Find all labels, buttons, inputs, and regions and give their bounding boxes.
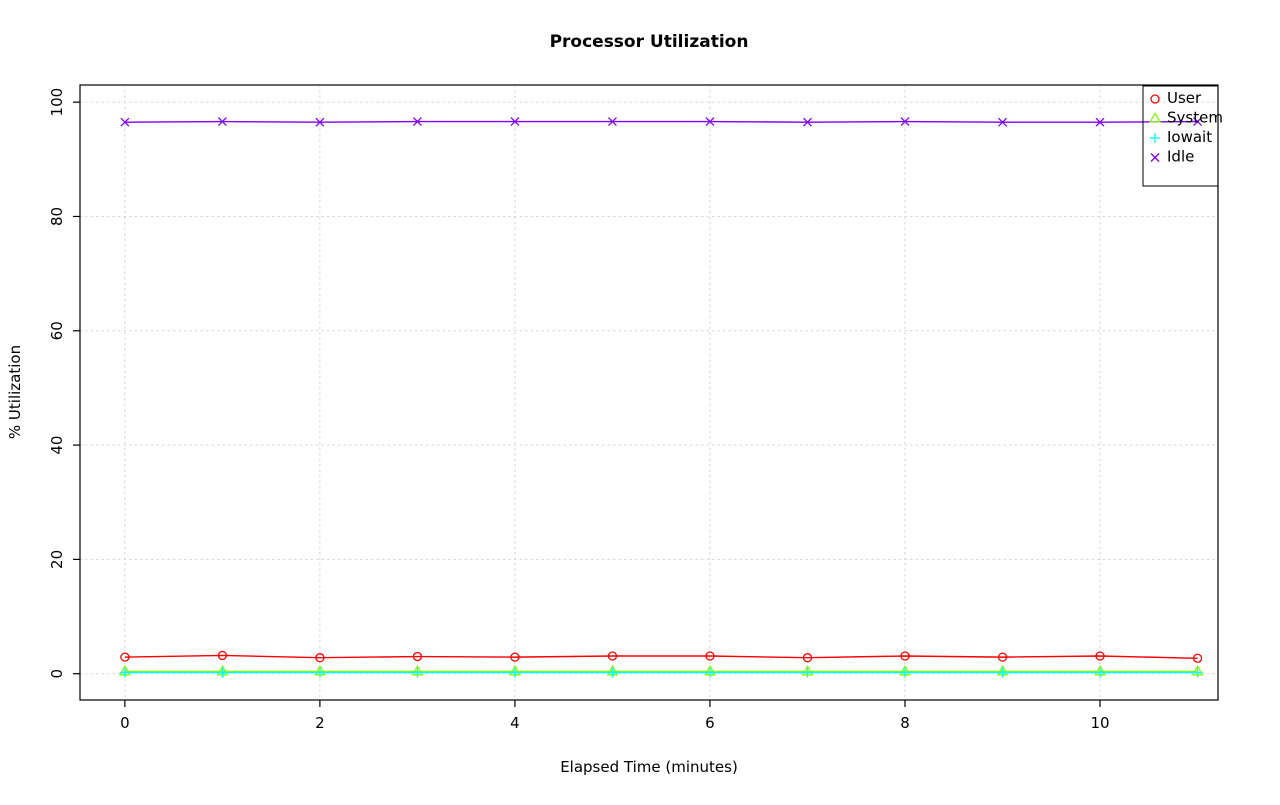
legend (1142, 85, 1219, 187)
series-idle (120, 117, 1202, 127)
marker-x (510, 117, 520, 127)
marker-x (900, 117, 910, 127)
marker-circle (120, 652, 130, 662)
marker-x (1150, 153, 1160, 162)
marker-x (998, 117, 1007, 127)
y-tick-label: 0 (48, 669, 66, 679)
marker-plus (314, 667, 325, 678)
marker-plus (412, 667, 423, 678)
marker-x (705, 117, 715, 127)
marker-plus (802, 667, 813, 678)
x-tick-label: 6 (705, 714, 715, 732)
marker-plus (997, 667, 1008, 678)
y-axis-label: % Utilization (6, 345, 24, 439)
marker-circle (1192, 653, 1203, 663)
y-tick-label: 100 (48, 88, 66, 117)
marker-x (120, 117, 130, 127)
marker-circle (217, 650, 228, 661)
marker-circle (1150, 94, 1160, 104)
marker-plus (119, 667, 130, 678)
y-tick-label: 60 (48, 321, 66, 340)
marker-plus (704, 667, 715, 678)
marker-x (1193, 117, 1202, 127)
series-line (124, 654, 1198, 659)
series-line (124, 120, 1198, 123)
series-user (120, 650, 1203, 663)
chart-title: Processor Utilization (550, 32, 749, 52)
marker-plus (607, 667, 618, 678)
y-tick-label: 20 (48, 550, 66, 569)
marker-circle (802, 653, 813, 663)
x-axis-label: Elapsed Time (minutes) (560, 758, 738, 776)
marker-plus (1192, 667, 1203, 678)
marker-circle (315, 653, 325, 663)
legend-box (1142, 85, 1219, 187)
marker-plus (899, 667, 910, 678)
marker-plus (217, 667, 228, 678)
marker-circle (510, 652, 520, 662)
x-tick-label: 4 (510, 714, 520, 732)
y-tick-label: 40 (48, 436, 66, 455)
y-tick-label: 80 (48, 207, 66, 226)
marker-circle (412, 651, 423, 662)
marker-circle (900, 651, 910, 661)
legend-label: Idle (1167, 148, 1194, 166)
x-tick-label: 10 (1090, 714, 1109, 732)
marker-triangle (1149, 111, 1161, 123)
marker-plus (1150, 133, 1160, 143)
marker-circle (607, 651, 618, 661)
marker-x (1095, 117, 1105, 127)
marker-plus (509, 667, 520, 678)
x-tick-label: 2 (315, 714, 325, 732)
x-tick-label: 0 (120, 714, 130, 732)
series-system (118, 664, 1204, 676)
legend-label: User (1167, 89, 1202, 107)
series-iowait (119, 667, 1203, 678)
x-tick-label: 8 (900, 714, 910, 732)
legend-label: System (1167, 109, 1223, 127)
marker-x (412, 117, 422, 127)
marker-circle (997, 652, 1008, 662)
marker-circle (1095, 651, 1105, 661)
marker-circle (705, 651, 715, 661)
marker-x (607, 117, 617, 127)
plot-border (79, 84, 1219, 701)
marker-x (803, 117, 812, 127)
marker-x (315, 117, 325, 127)
legend-label: Iowait (1167, 128, 1212, 146)
marker-plus (1095, 667, 1106, 678)
marker-x (217, 117, 227, 127)
